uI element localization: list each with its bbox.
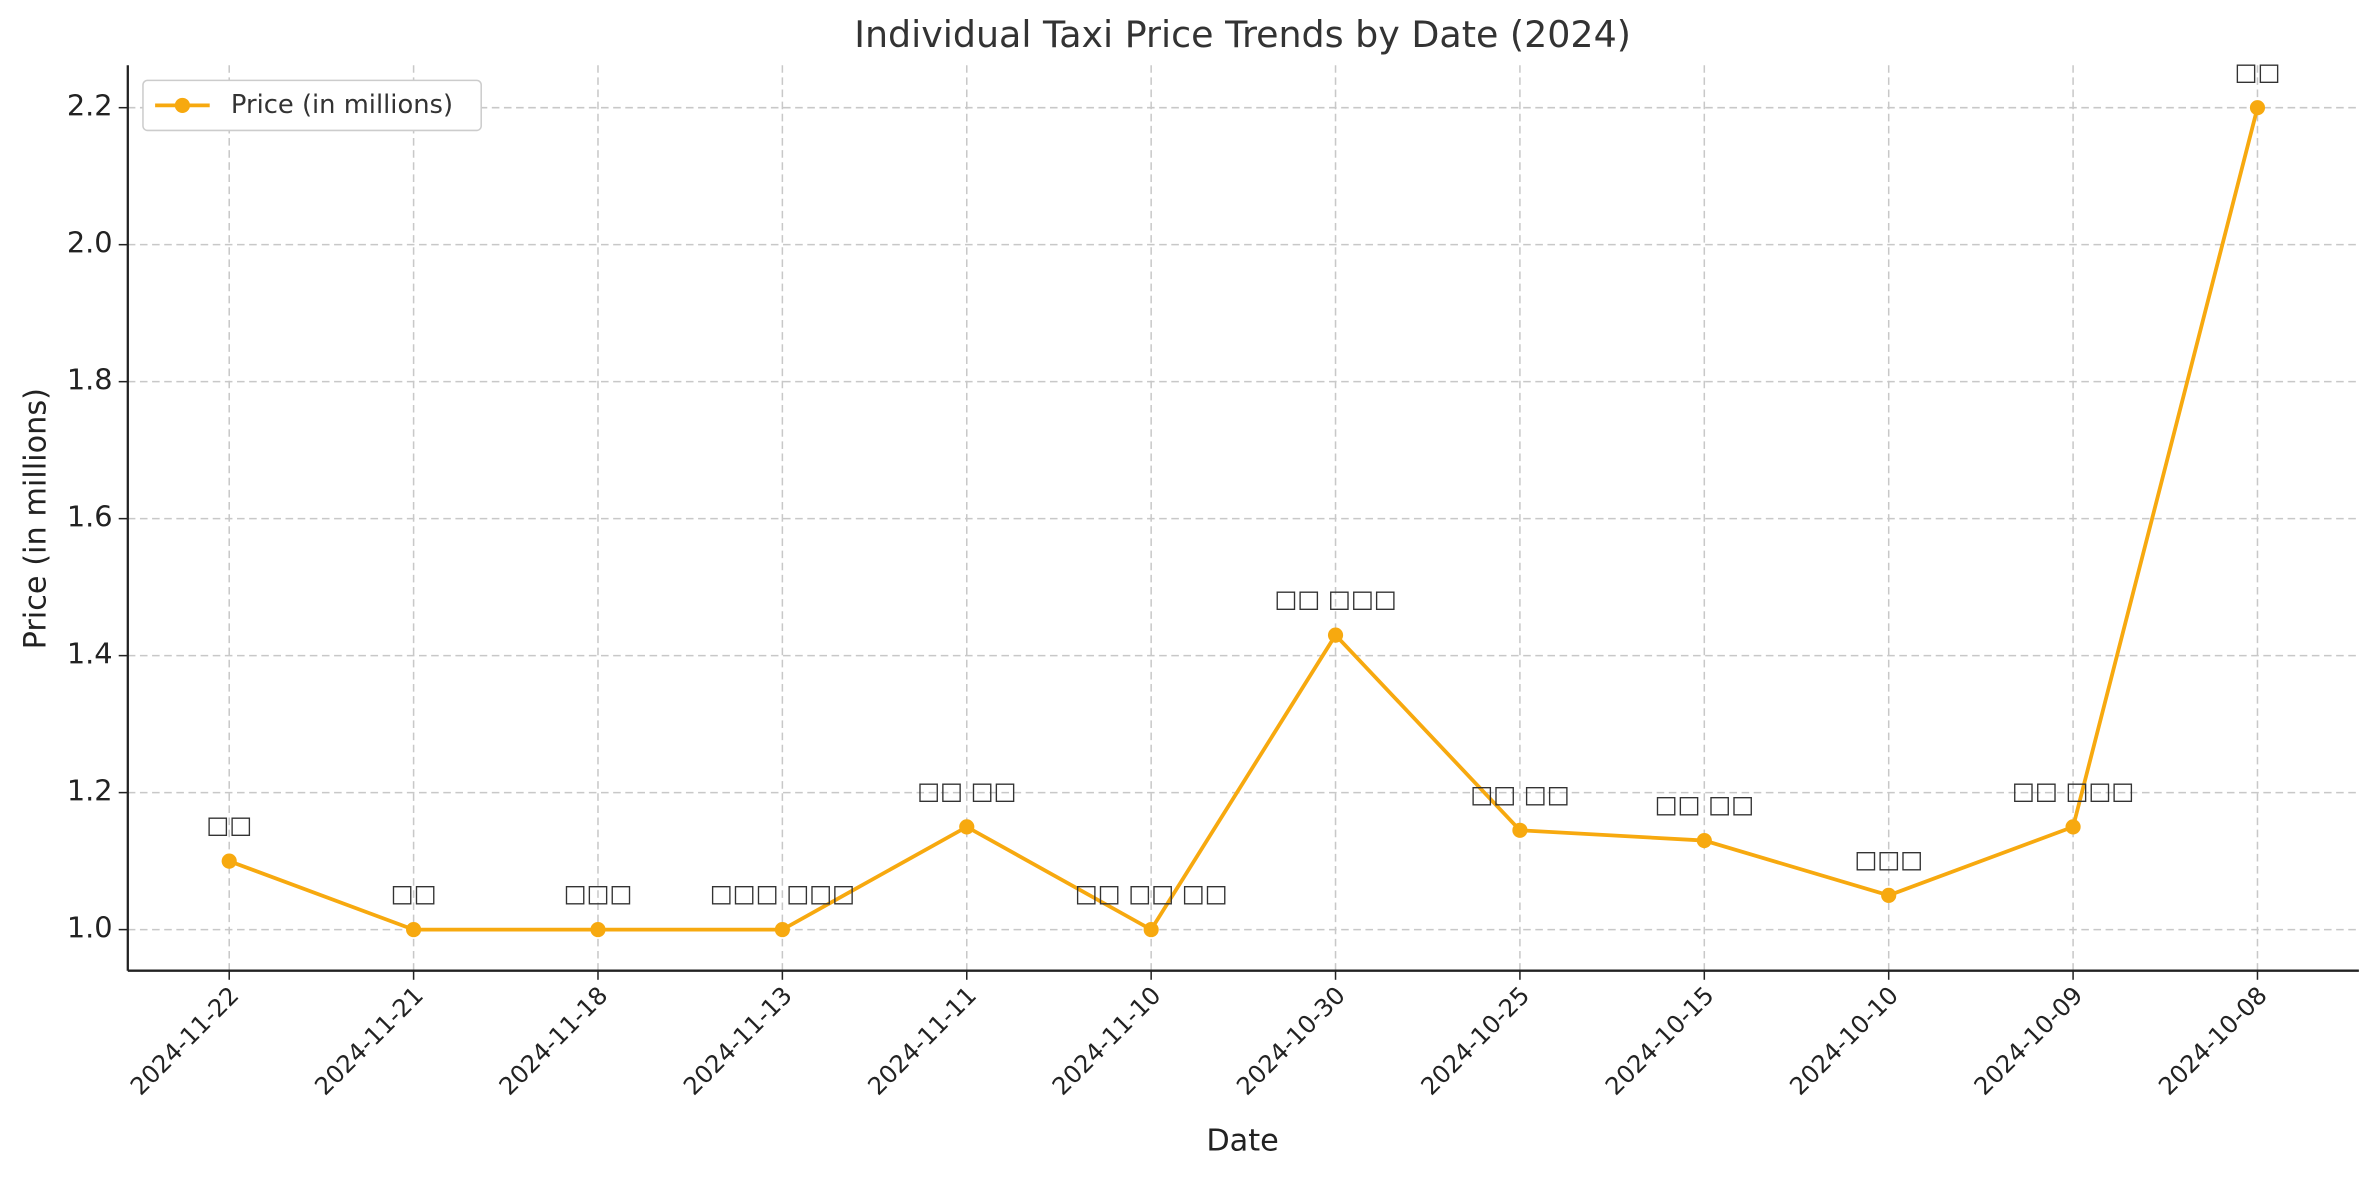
y-tick-label: 1.2	[67, 774, 113, 808]
point	[2249, 100, 2266, 116]
y-tick-label: 1.8	[67, 363, 113, 397]
y-tick-label: 1.0	[67, 911, 113, 945]
point	[774, 922, 790, 938]
x-tick-label: 2024-10-08	[2153, 981, 2273, 1101]
annotation: □□□	[564, 879, 633, 908]
annotation: □□	[391, 879, 437, 908]
y-tick-label: 1.4	[67, 637, 113, 671]
y-tick-label: 2.0	[67, 226, 113, 260]
x-tick-label: 2024-10-25	[1415, 981, 1535, 1101]
annotation: □□ □□ □□	[1075, 879, 1228, 908]
point	[959, 819, 975, 835]
annotation: □□	[2235, 57, 2281, 86]
point	[406, 922, 422, 938]
x-tick-label: 2024-11-10	[1046, 981, 1166, 1101]
point	[1512, 822, 1528, 838]
y-axis-label: Price (in millions)	[18, 388, 53, 649]
x-axis-label: Date	[1206, 1124, 1279, 1159]
point	[590, 922, 606, 938]
annotation: □□ □□□	[1274, 584, 1396, 613]
point	[1143, 922, 1159, 938]
point	[2065, 819, 2081, 835]
x-tick-label: 2024-11-11	[862, 981, 982, 1101]
x-tick-label: 2024-11-18	[493, 981, 613, 1101]
annotation: □□	[206, 810, 252, 839]
x-tick-label: 2024-11-21	[309, 981, 429, 1101]
x-tick-label: 2024-11-22	[124, 981, 244, 1101]
x-tick-label: 2024-10-09	[1968, 981, 2088, 1101]
x-tick-label: 2024-10-15	[1599, 981, 1719, 1101]
annotation: □□ □□	[1655, 790, 1754, 819]
legend-label: Price (in millions)	[231, 90, 453, 120]
annotation: □□□ □□□	[710, 879, 855, 908]
annotation: □□ □□	[917, 776, 1016, 805]
legend-box	[142, 79, 482, 132]
chart-title: Individual Taxi Price Trends by Date (20…	[854, 13, 1631, 56]
annotation: □□ □□	[1470, 779, 1569, 808]
x-tick-label: 2024-10-10	[1784, 981, 1904, 1101]
line	[228, 107, 2260, 933]
point	[1881, 887, 1897, 903]
point	[1327, 627, 1344, 643]
x-tick-label: 2024-10-30	[1231, 981, 1351, 1101]
y-tick-label: 2.2	[67, 89, 113, 123]
legend-marker	[174, 97, 190, 113]
annotation: □□□	[1854, 844, 1923, 873]
point	[221, 853, 237, 869]
point	[1696, 832, 1712, 849]
annotation: □□ □□□	[2012, 776, 2134, 805]
y-tick-label: 1.6	[67, 500, 113, 534]
x-tick-label: 2024-11-13	[677, 981, 797, 1101]
